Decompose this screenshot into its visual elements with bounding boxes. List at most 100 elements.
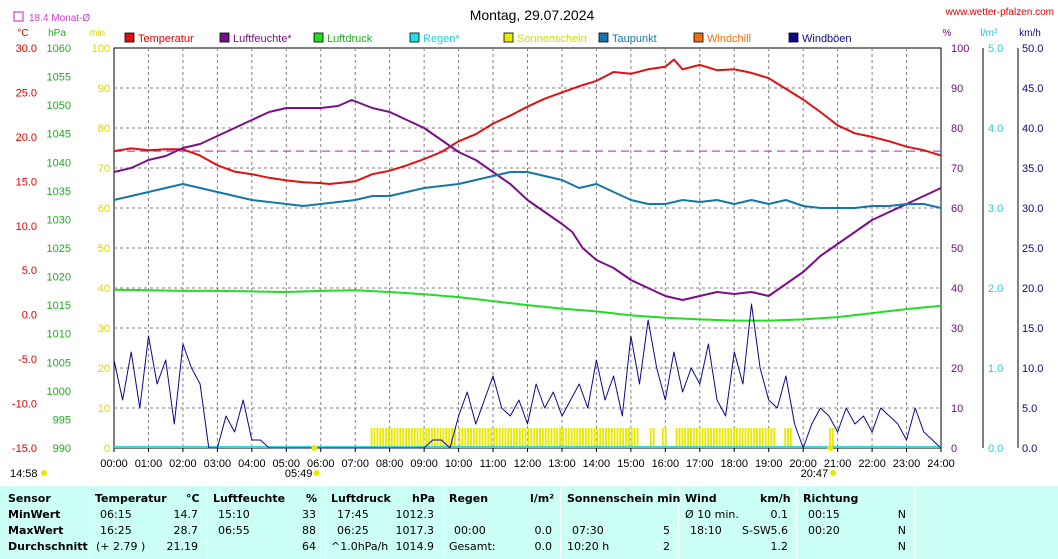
sunshine-bar [413,428,416,448]
legend-label: Regen* [423,33,460,45]
x-tick-label: 23:00 [893,458,921,470]
rain-value: 0.0 [534,540,553,553]
sunshine-bar [538,428,541,448]
x-tick-label: 17:00 [686,458,714,470]
sunset-icon [827,445,834,451]
sunshine-bar [373,428,376,448]
sunshine-bar [727,428,730,448]
weather-chart: Montag, 29.07.2024 www.wetter-pfalzen.co… [10,7,1054,480]
sunshine-bar [487,428,490,448]
sunshine-bar [784,428,787,448]
sunshine-tick-label: 100 [92,43,110,55]
legend-label: Luftdruck [327,33,373,45]
sunshine-bar [461,428,464,448]
legend-label: Sonnenschein [517,33,587,45]
x-tick-label: 06:00 [307,458,335,470]
legend: Temperatur Luftfeuchte* Luftdruck Regen* Son… [124,32,852,45]
sunshine-bar [553,428,556,448]
sunshine-bar [573,428,576,448]
wind-value: 0.1 [770,508,789,521]
legend-swatch [219,32,230,43]
wind-label: 18:10 [690,524,722,537]
hum-time: 06:55 [218,524,250,537]
pressure-tick-label: 1020 [47,272,71,284]
x-tick-label: 18:00 [720,458,748,470]
sunshine-bar [750,428,753,448]
sunset-sun-icon [830,470,837,476]
temp-tick-label: 10.0 [16,221,37,233]
rain-tick-label: 0.0 [988,443,1003,455]
temp-tick-label: -5.0 [18,354,37,366]
sunshine-bar [773,428,776,448]
sunshine-bar [436,428,439,448]
site-url[interactable]: www.wetter-pfalzen.com [945,7,1054,18]
sunshine-bar [376,428,379,448]
sunshine-bar [428,428,431,448]
sunshine-bar [584,428,587,448]
sunshine-bar [393,428,396,448]
sunshine-bar [451,428,453,448]
sunshine-bar [416,428,419,448]
sunshine-bar [445,428,448,448]
dir-time: 00:20 [808,524,840,537]
stats-row-min: MinWert 06:15 14.7 15:10 33 17:45 1012.3… [0,508,1058,523]
legend-swatch [503,32,514,43]
header-pressure: Luftdruck [331,492,391,505]
sunshine-bar [433,428,436,448]
header-wind-unit: km/h [760,492,791,505]
sunshine-tick-label: 30 [98,323,110,335]
x-tick-label: 14:00 [583,458,611,470]
sunshine-bar [613,428,616,448]
legend-swatch [313,32,324,43]
sunshine-bar [690,428,692,448]
temp-tick-label: 20.0 [16,132,37,144]
sunshine-bar [564,428,567,448]
sunshine-bar [408,428,410,448]
wind-tick-label: 20.0 [1022,283,1043,295]
sunshine-bar [681,428,684,448]
month-avg-marker-icon [13,11,24,22]
legend-label: Windchill [707,33,751,45]
sunshine-bar [767,428,770,448]
wind-value: 1.2 [770,540,789,553]
temperature-line [113,58,942,185]
pressure-tick-label: 1045 [47,129,71,141]
wind-tick-label: 45.0 [1022,83,1043,95]
pressure-line [113,288,942,322]
sunshine-bar [738,428,741,448]
pressure-tick-label: 1055 [47,72,71,84]
sunshine-bar [593,428,596,448]
sunshine-tick-label: 80 [98,123,110,135]
humidity-tick-label: 100 [951,43,969,55]
dir-time: 00:15 [808,508,840,521]
sunshine-bar [475,428,478,448]
sunshine-bar [733,428,735,448]
sunset-label: 20:47 [801,468,829,480]
sunshine-tick-label: 20 [98,363,110,375]
x-tick-label: 08:00 [376,458,404,470]
temp-tick-label: -10.0 [12,399,37,411]
sunshine-bar [490,428,493,448]
sunshine-bar [559,428,561,448]
x-tick-label: 10:00 [445,458,473,470]
sunshine-bar [396,428,399,448]
x-tick-label: 05:00 [273,458,301,470]
stats-row-avg: Durchschnitt (+ 2.79 ) 21.19 64 ^1.0hPa/… [0,540,1058,555]
sunshine-bar [710,428,713,448]
wind-unit-label: km/h [1019,28,1041,39]
temp-value: 28.7 [173,524,199,537]
x-tick-label: 02:00 [169,458,197,470]
sunshine-bar [478,428,481,448]
sunshine-bar [764,428,767,448]
sunshine-bar [636,428,639,448]
header-sensor: Sensor [8,492,51,505]
sunrise-label: 05:49 [285,468,313,480]
x-tick-label: 22:00 [858,458,886,470]
sunshine-bar [513,428,516,448]
sunshine-bar [695,428,698,448]
sunshine-bar [735,428,738,448]
temp-tick-label: 30.0 [16,43,37,55]
wind-tick-label: 40.0 [1022,123,1043,135]
sunshine-bar [753,428,756,448]
humidity-tick-label: 40 [951,283,963,295]
